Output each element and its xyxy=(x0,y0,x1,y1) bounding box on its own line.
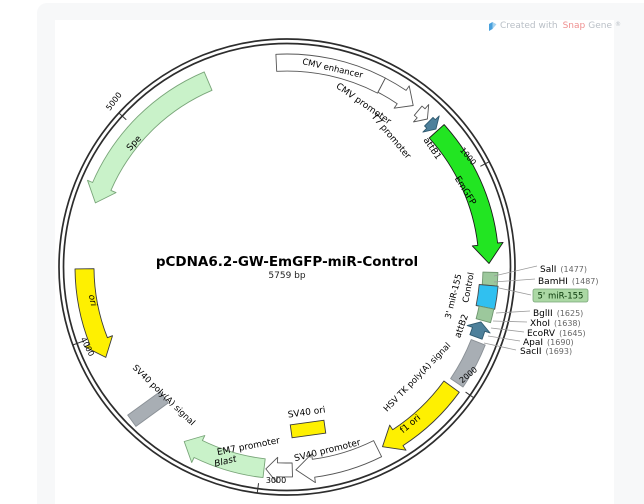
leader-line-bglii xyxy=(495,310,531,314)
sv40-polya-feature[interactable] xyxy=(127,390,169,428)
mir-5p-feature[interactable] xyxy=(481,271,499,287)
tick-mark xyxy=(72,341,83,346)
mir-5p-tag[interactable] xyxy=(532,288,589,303)
attb2-feature[interactable] xyxy=(466,321,491,340)
emgfp-feature[interactable] xyxy=(428,124,504,264)
backbone-ring-inner xyxy=(62,42,512,492)
leader-line-sacii xyxy=(483,342,517,351)
leader-line-apai xyxy=(487,335,521,342)
leader-line-ecorv xyxy=(490,327,525,333)
tick-mark xyxy=(465,391,475,399)
hsv-tk-polya-feature[interactable] xyxy=(450,339,486,388)
tick-mark xyxy=(256,483,260,494)
backbone-ring-outer xyxy=(58,38,516,496)
leader-line-bamhi xyxy=(493,278,536,283)
snapgene-watermark: Created with Snap Gene ® xyxy=(489,21,621,31)
mir-3p-feature[interactable] xyxy=(475,305,495,324)
site-label-bamhi[interactable]: BamHI (1487) xyxy=(538,277,599,287)
tick-label-3000: 3000 xyxy=(266,476,286,485)
map-canvas xyxy=(55,20,614,504)
watermark-registered-mark: ® xyxy=(615,21,621,28)
sv40-promoter-feature[interactable] xyxy=(295,440,383,484)
em7-label: EM7 promoter xyxy=(216,436,281,458)
control-feature[interactable] xyxy=(475,284,499,310)
watermark-text: Created with xyxy=(500,21,558,31)
f1-ori-feature[interactable] xyxy=(382,380,460,451)
sv40-ori-feature[interactable] xyxy=(289,419,327,439)
spe-feature[interactable] xyxy=(87,71,213,204)
tick-mark xyxy=(118,112,127,121)
snapgene-logo-icon xyxy=(489,22,497,31)
tick-mark xyxy=(480,161,490,167)
attb1-feature[interactable] xyxy=(422,115,440,133)
site-label-ecorv[interactable]: EcoRV (1645) xyxy=(527,329,586,339)
tick-label-5000: 5000 xyxy=(104,91,123,113)
site-label-sacii[interactable]: SacII (1693) xyxy=(520,347,572,357)
leader-line-xhoi xyxy=(492,320,528,323)
leader-line-mir-5p xyxy=(498,287,532,296)
mir-5p-tag-label: 5' miR-155 xyxy=(538,292,584,302)
t7-promoter-feature[interactable] xyxy=(413,104,430,123)
watermark-brand-snap: Snap xyxy=(562,21,586,31)
site-label-sali[interactable]: SalI (1477) xyxy=(540,265,587,275)
ori-feature[interactable] xyxy=(74,268,113,358)
em7-promoter-feature[interactable] xyxy=(265,456,293,483)
watermark-brand-gene: Gene xyxy=(588,21,612,31)
sv40-ori-label: SV40 ori xyxy=(287,405,326,420)
cmv-promoter-feature[interactable] xyxy=(377,77,414,109)
blast-feature[interactable] xyxy=(183,435,266,479)
ori-label: ori xyxy=(86,294,98,308)
leader-line-sali xyxy=(493,265,538,277)
site-label-xhoi[interactable]: XhoI (1638) xyxy=(530,319,581,329)
site-label-apai[interactable]: ApaI (1690) xyxy=(523,338,574,348)
site-label-bglii[interactable]: BglII (1625) xyxy=(533,309,583,319)
